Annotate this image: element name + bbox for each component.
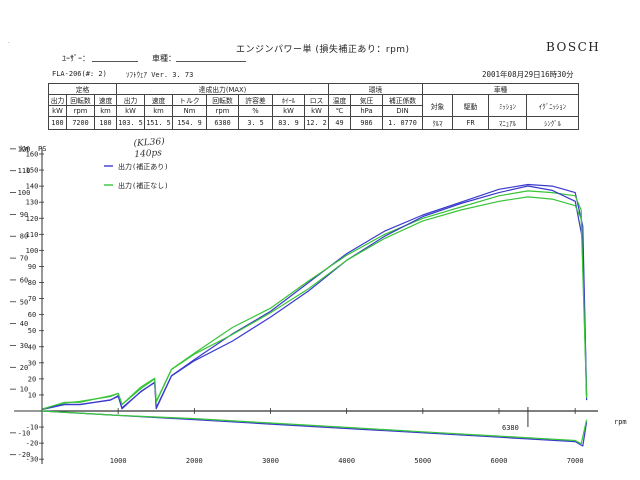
user-label: ﾕｰｻﾞｰ： — [62, 54, 90, 63]
series-line-power-kw — [42, 196, 588, 410]
max-rpm-label: 6380 — [502, 424, 519, 432]
fla-id: FLA-206(#: 2) — [52, 70, 107, 78]
ps-tick-label: 10 — [28, 391, 36, 399]
x-tick-label: 4000 — [338, 457, 355, 465]
legend-label-uncorrected: 出力(補正なし) — [118, 181, 168, 190]
table-cell: 154. 9 — [172, 116, 207, 130]
vehicle-field-line — [176, 61, 246, 62]
kw-tick-label: 20 — [20, 364, 28, 372]
ps-tick-label: 150 — [26, 167, 39, 175]
corner-mark: · — [8, 40, 10, 47]
kw-tick-label: 100 — [18, 189, 31, 197]
series-line-loss — [41, 410, 588, 445]
handwritten-note: (KL36) 140ps — [133, 137, 166, 161]
x-tick-label: 5000 — [414, 457, 431, 465]
kw-tick-label: 50 — [20, 298, 28, 306]
ps-tick-label: 80 — [28, 279, 36, 287]
table-cell: ｼﾝｸﾞﾙ — [526, 116, 579, 130]
x-tick-label: 3000 — [262, 457, 279, 465]
kw-tick-label: -10 — [18, 429, 31, 437]
kw-tick-label: 80 — [20, 233, 28, 241]
ps-tick-label: 20 — [28, 375, 36, 383]
legend-label-corrected: 出力(補正あり) — [118, 162, 168, 171]
kw-tick-label: -20 — [18, 451, 31, 459]
series-line-power-ps — [42, 183, 588, 410]
table-cell: ｸﾙﾏ — [422, 116, 453, 130]
table-unit-row: kW rpm km kW km Nm rpm % kW kW ℃ hPa DIN — [48, 105, 579, 117]
y-axis-left-title: kW — [20, 145, 29, 153]
x-tick-label: 6000 — [491, 457, 508, 465]
ps-tick-label: -30 — [26, 456, 39, 464]
software-version: ｿﾌﾄｳｪｱ Ver. 3. 73 — [126, 71, 194, 79]
table-cell: 7200 — [66, 116, 95, 130]
user-field-line — [92, 61, 138, 62]
table-value-row: 100 7200 180 103. 5 151. 5 154. 9 6380 3… — [48, 116, 579, 130]
ps-tick-label: 30 — [28, 359, 36, 367]
ps-tick-label: 40 — [28, 343, 36, 351]
ps-tick-label: 90 — [28, 263, 36, 271]
ps-tick-label: 60 — [28, 311, 36, 319]
kw-tick-label: 110 — [18, 167, 31, 175]
test-datetime: 2001年08月29日16時30分 — [482, 70, 574, 79]
chart-labels: kW PS rpm 6380 出力(補正あり) 出力(補正なし) — [20, 145, 627, 432]
spec-table: 定格 達成出力(MAX) 環境 車種 出力 回転数 速度 出力 速度 トルク 回… — [48, 83, 579, 130]
vehicle-label: 車種： — [152, 54, 176, 63]
x-tick-label: 7000 — [567, 457, 584, 465]
kw-tick-label: 60 — [20, 276, 28, 284]
ps-tick-label: 70 — [28, 295, 36, 303]
kw-tick-label: 40 — [20, 320, 28, 328]
ps-tick-label: 50 — [28, 327, 36, 335]
table-cell: ﾏﾆｭｱﾙ — [488, 116, 527, 130]
handwritten-line-2: 140ps — [134, 148, 163, 161]
series-line-power-kw — [42, 185, 588, 410]
chart-axes: -30-20-101020304050607080901001101201301… — [10, 145, 598, 465]
kw-tick-label: 90 — [20, 211, 28, 219]
ps-tick-label: 110 — [26, 231, 39, 239]
ps-tick-label: 160 — [26, 151, 39, 159]
kw-tick-label: 30 — [20, 342, 28, 350]
table-group-row: 定格 達成出力(MAX) 環境 車種 — [48, 83, 579, 95]
ps-tick-label: -20 — [26, 440, 39, 448]
ps-tick-label: -10 — [26, 424, 39, 432]
table-cell: 180 — [94, 116, 117, 130]
kw-tick-label: 10 — [20, 386, 28, 394]
table-cell: 49 — [328, 116, 351, 130]
brand-logo: BOSCH — [546, 40, 601, 54]
kw-tick-label: 120 — [18, 145, 31, 153]
ps-tick-label: 100 — [26, 247, 39, 255]
ps-tick-label: 140 — [26, 183, 39, 191]
chart-series — [41, 183, 588, 447]
x-tick-label: 2000 — [186, 457, 203, 465]
x-tick-label: 1000 — [110, 457, 127, 465]
series-line-power-ps — [42, 190, 588, 410]
ps-tick-label: 120 — [26, 215, 39, 223]
ps-tick-label: 130 — [26, 199, 39, 207]
kw-tick-label: 70 — [20, 255, 28, 263]
report-title: エンジンパワー単 (損失補正あり：rpm) — [236, 45, 410, 55]
y-axis-right-title: PS — [38, 145, 46, 153]
x-axis-title: rpm — [614, 418, 627, 426]
column-unit: DIN — [382, 105, 423, 117]
